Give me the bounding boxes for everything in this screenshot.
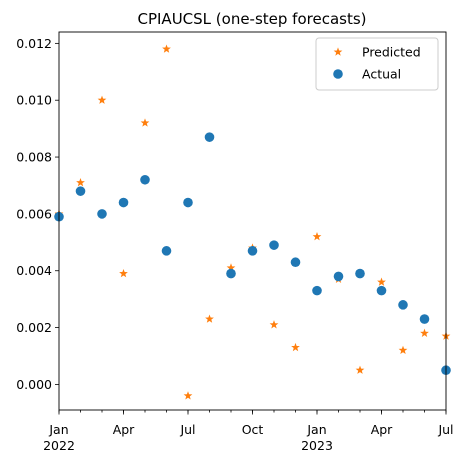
series-actual bbox=[54, 132, 451, 376]
predicted-point bbox=[355, 365, 365, 374]
x-tick-label: Apr bbox=[113, 422, 135, 437]
actual-point bbox=[269, 240, 279, 250]
actual-point bbox=[204, 132, 215, 142]
actual-point bbox=[247, 246, 258, 256]
actual-point bbox=[355, 268, 365, 279]
predicted-point bbox=[291, 342, 300, 352]
predicted-point bbox=[398, 345, 408, 355]
predicted-point bbox=[420, 328, 429, 337]
y-tick-label: 0.002 bbox=[16, 320, 52, 335]
actual-point bbox=[376, 285, 387, 296]
actual-point bbox=[398, 300, 408, 310]
x-tick-label: Jan bbox=[306, 422, 326, 437]
y-tick-label: 0.006 bbox=[16, 206, 52, 221]
predicted-point bbox=[205, 314, 214, 323]
predicted-point bbox=[183, 391, 193, 400]
predicted-point bbox=[76, 178, 85, 187]
y-tick-label: 0.000 bbox=[16, 377, 52, 392]
y-tick-label: 0.008 bbox=[16, 150, 52, 165]
legend-box bbox=[315, 37, 439, 91]
x-tick-label: Jan bbox=[48, 422, 68, 437]
actual-point bbox=[140, 174, 150, 185]
actual-point bbox=[419, 314, 430, 324]
x-tick-year-label: 2023 bbox=[301, 438, 333, 453]
predicted-point bbox=[119, 268, 128, 278]
legend-label-actual: Actual bbox=[362, 67, 401, 82]
predicted-point bbox=[377, 277, 386, 286]
plot-area: 0.0000.0020.0040.0060.0080.0100.012Jan20… bbox=[16, 31, 454, 453]
predicted-point bbox=[140, 118, 150, 127]
actual-point bbox=[161, 246, 172, 256]
axes-frame bbox=[58, 31, 447, 411]
y-tick-label: 0.012 bbox=[16, 36, 52, 51]
actual-point bbox=[226, 268, 236, 279]
predicted-point bbox=[312, 232, 322, 241]
predicted-point bbox=[269, 320, 279, 329]
actual-point bbox=[333, 271, 344, 282]
legend-marker-actual bbox=[333, 69, 343, 79]
chart-title: CPIAUCSL (one-step forecasts) bbox=[137, 10, 366, 28]
predicted-point bbox=[97, 95, 107, 104]
x-tick-label: Jul bbox=[179, 422, 195, 437]
actual-point bbox=[75, 186, 86, 196]
predicted-point bbox=[162, 44, 171, 53]
actual-point bbox=[183, 197, 193, 208]
x-tick-year-label: 2022 bbox=[43, 438, 75, 453]
legend-marker-predicted bbox=[333, 47, 343, 56]
x-tick-label: Oct bbox=[242, 422, 264, 437]
predicted-point bbox=[226, 263, 236, 272]
y-tick-label: 0.010 bbox=[16, 93, 52, 108]
x-tick-label: Apr bbox=[371, 422, 393, 437]
actual-point bbox=[312, 285, 322, 296]
actual-point bbox=[290, 257, 301, 268]
x-tick-label: Jul bbox=[437, 422, 453, 437]
series-predicted bbox=[54, 44, 451, 400]
legend-label-predicted: Predicted bbox=[362, 45, 421, 60]
y-tick-label: 0.004 bbox=[16, 263, 52, 278]
legend: Predicted Actual bbox=[315, 37, 439, 91]
actual-point bbox=[97, 209, 107, 219]
actual-point bbox=[118, 197, 129, 208]
